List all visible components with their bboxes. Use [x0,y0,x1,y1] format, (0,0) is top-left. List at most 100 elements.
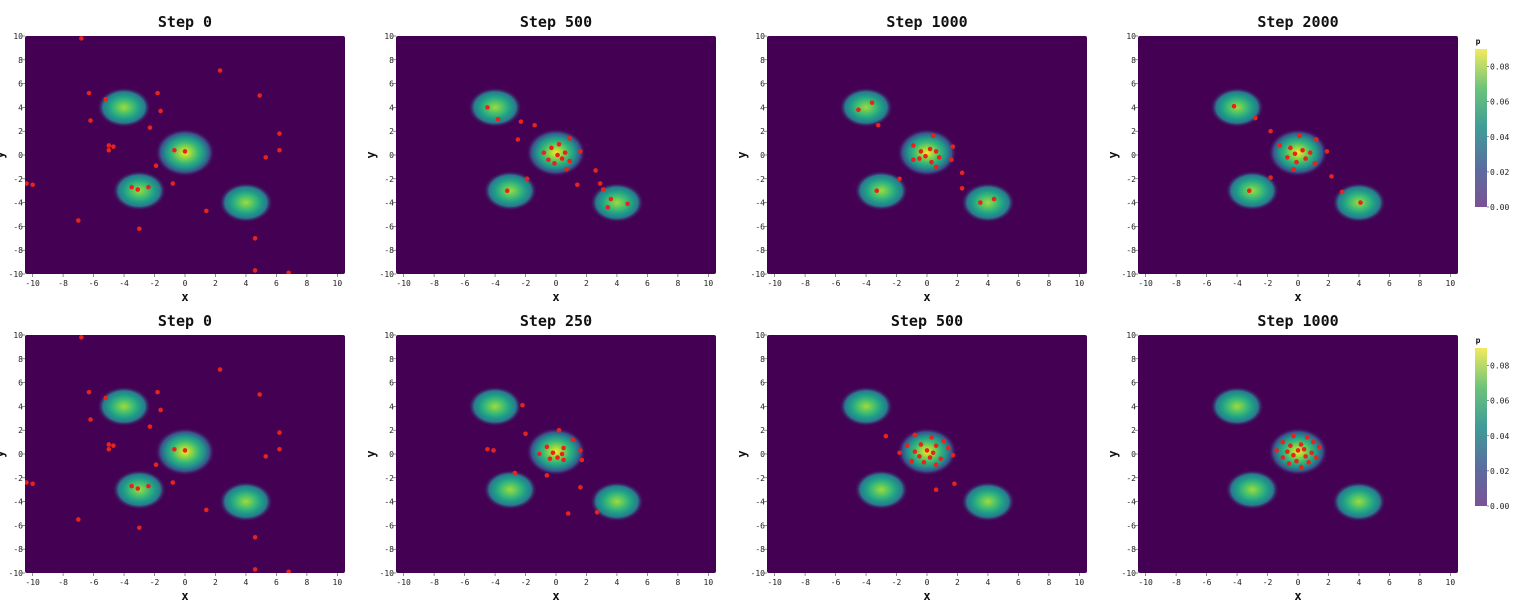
x-tick-label: 6 [274,279,279,288]
particle-point [1312,161,1318,166]
panel-6: Step 250 -10 -8 -6 -4 -2 0 2 4 6 8 10 -10 -8 -6 -4 -2 0 2 4… [364,312,716,603]
y-tick-label: 4 [760,402,765,411]
x-tick-label: -8 [429,578,439,587]
colorbar-tick-label: 0.06 [1490,98,1509,107]
particle-point [921,460,927,465]
y-tick-label: -2 [384,474,394,483]
y-tick-label: 0 [18,450,23,459]
x-tick-label: 4 [244,578,249,587]
particle-point [135,187,141,192]
particle-point [532,122,537,128]
x-tick-label: 4 [244,279,249,288]
y-tick-label: -4 [13,498,23,507]
panel-title: Step 0 [158,13,212,31]
particle-point [1295,448,1301,453]
particles [883,432,957,493]
particle-point [912,449,918,454]
particle-point [597,181,603,186]
particle-point [930,133,936,139]
particle-point [559,451,565,457]
x-tick-label: -10 [1138,279,1153,288]
y-axis-label: y [735,151,749,158]
particle-point [103,395,109,401]
particle-point [135,486,141,491]
x-tick-label: -4 [490,279,500,288]
panel-title: Step 250 [520,312,592,330]
y-tick-label: 2 [389,426,394,435]
density-peak [218,481,273,522]
y-tick-label: -2 [755,474,765,483]
y-tick-label: 8 [389,355,394,364]
panel-1: Step 0 -10 -8 -6 -4 -2 0 2 4 6 8 10 -10 -8 -6 -4 -2 0 2 4 6 8… [0,13,345,304]
x-tick-label: -4 [1232,279,1242,288]
x-tick-label: -10 [396,279,411,288]
particles [485,105,630,210]
particle-point [594,510,600,515]
y-axis-label: y [0,151,7,158]
density-peak [468,386,523,427]
x-tick-label: 10 [704,578,714,587]
x-tick-label: -2 [1263,578,1273,587]
x-tick-label: 6 [1016,279,1021,288]
density-peak [526,427,586,476]
particle-point [933,164,939,170]
particle-point [217,367,223,372]
particle-point [103,96,109,102]
density-peak [1210,386,1265,427]
particle-point [182,149,188,154]
y-tick-label: 4 [760,103,765,112]
particle-point [1317,444,1322,450]
particle-point [252,535,258,540]
particle-point [257,392,262,397]
y-tick-label: -8 [384,545,394,554]
y-tick-label: -4 [755,498,765,507]
particle-point [910,143,916,148]
particle-point [991,196,997,202]
x-tick-label: 4 [615,279,620,288]
density-heatmap [468,87,644,223]
y-tick-label: 0 [18,151,23,160]
particle-point [79,335,84,340]
particle-point [555,152,560,158]
y-tick-label: 4 [1131,402,1136,411]
y-tick-label: -2 [13,474,23,483]
x-tick-label: 2 [213,279,218,288]
density-peak [483,469,538,510]
particle-point [111,144,116,149]
x-tick-label: 6 [1387,578,1392,587]
particle-point [136,226,142,232]
particle-point [286,270,291,274]
panel-title: Step 500 [520,13,592,31]
colorbars-group: p 0.08 0.06 0.04 0.02 0.00 p 0.08 0.06 0.04 0.02 0.… [1475,37,1509,511]
x-tick-label: -2 [521,279,531,288]
y-tick-label: 10 [13,331,23,340]
particle-point [252,567,258,572]
x-tick-label: -6 [89,279,99,288]
particle-point [1298,442,1304,447]
particle-point [30,182,35,188]
particle-point [949,157,954,163]
y-tick-label: -2 [755,175,765,184]
y-tick-label: 10 [755,331,765,340]
x-tick-label: 4 [1357,578,1362,587]
particle-point [204,208,209,214]
x-tick-label: 2 [1326,578,1331,587]
particle-point [959,170,965,176]
particle-point [147,125,153,130]
y-tick-label: 2 [760,426,765,435]
x-tick-label: -8 [58,578,68,587]
particle-point [544,473,550,478]
particle-point [129,184,134,190]
particle-point [541,150,547,155]
particle-point [170,480,176,485]
x-axis-label: x [552,290,559,304]
particle-point [1303,454,1308,459]
particle-point [155,90,160,96]
particle-point [936,155,942,160]
density-peak [1225,170,1280,211]
particle-point [1288,443,1293,448]
x-tick-label: -6 [460,279,470,288]
y-tick-label: 10 [1126,331,1136,340]
particle-point [1310,439,1316,445]
colorbar-tick-label: 0.08 [1490,63,1509,72]
